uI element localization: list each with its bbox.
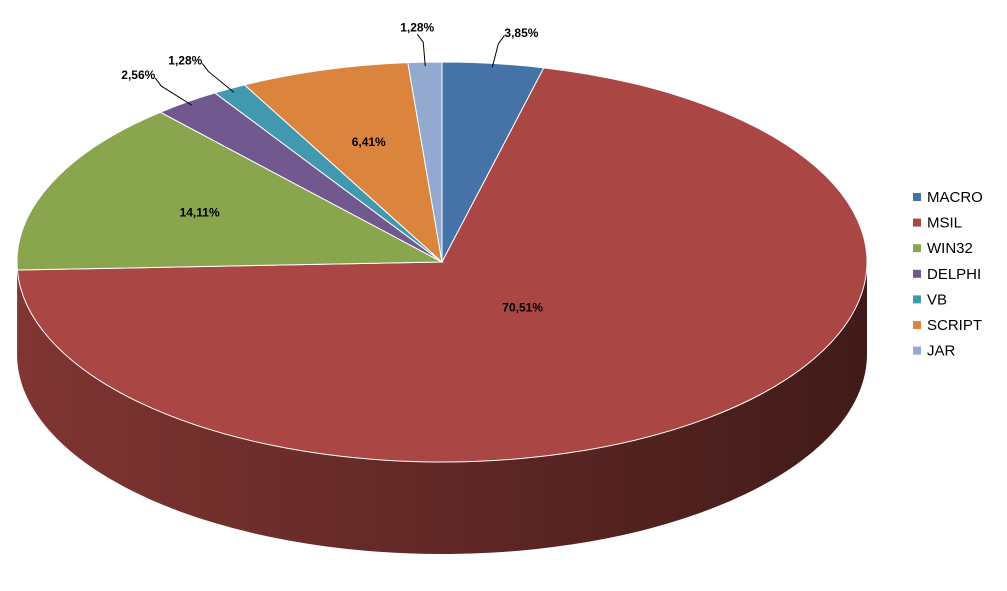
slice-side <box>17 262 868 555</box>
legend-label: MACRO <box>927 189 983 206</box>
data-label: 2,56% <box>121 68 155 82</box>
legend-swatch <box>913 346 921 355</box>
legend-label: WIN32 <box>927 240 973 257</box>
legend-swatch <box>913 244 921 253</box>
leader-line <box>416 33 426 67</box>
legend-label: VB <box>927 291 947 308</box>
legend-label: JAR <box>927 343 956 360</box>
leader-line <box>154 77 193 106</box>
legend-swatch <box>913 193 921 201</box>
slice <box>16 111 444 271</box>
data-label: 1,28% <box>168 54 202 68</box>
data-label: 14,11% <box>180 206 220 220</box>
leader-line <box>491 35 505 68</box>
data-label: 1,28% <box>400 20 434 34</box>
slice <box>243 62 443 264</box>
legend-swatch <box>913 295 921 304</box>
data-label: 70,51% <box>502 301 543 315</box>
legend-label: MSIL <box>927 215 962 232</box>
legend-swatch <box>913 218 921 227</box>
legend-label: DELPHI <box>927 266 981 283</box>
data-label: 3,85% <box>504 26 538 40</box>
leader-line <box>201 63 235 93</box>
slice <box>16 67 868 463</box>
legend-swatch <box>913 321 921 329</box>
data-label: 6,41% <box>352 135 386 149</box>
legend-swatch <box>913 269 921 278</box>
legend-label: SCRIPT <box>927 317 982 334</box>
